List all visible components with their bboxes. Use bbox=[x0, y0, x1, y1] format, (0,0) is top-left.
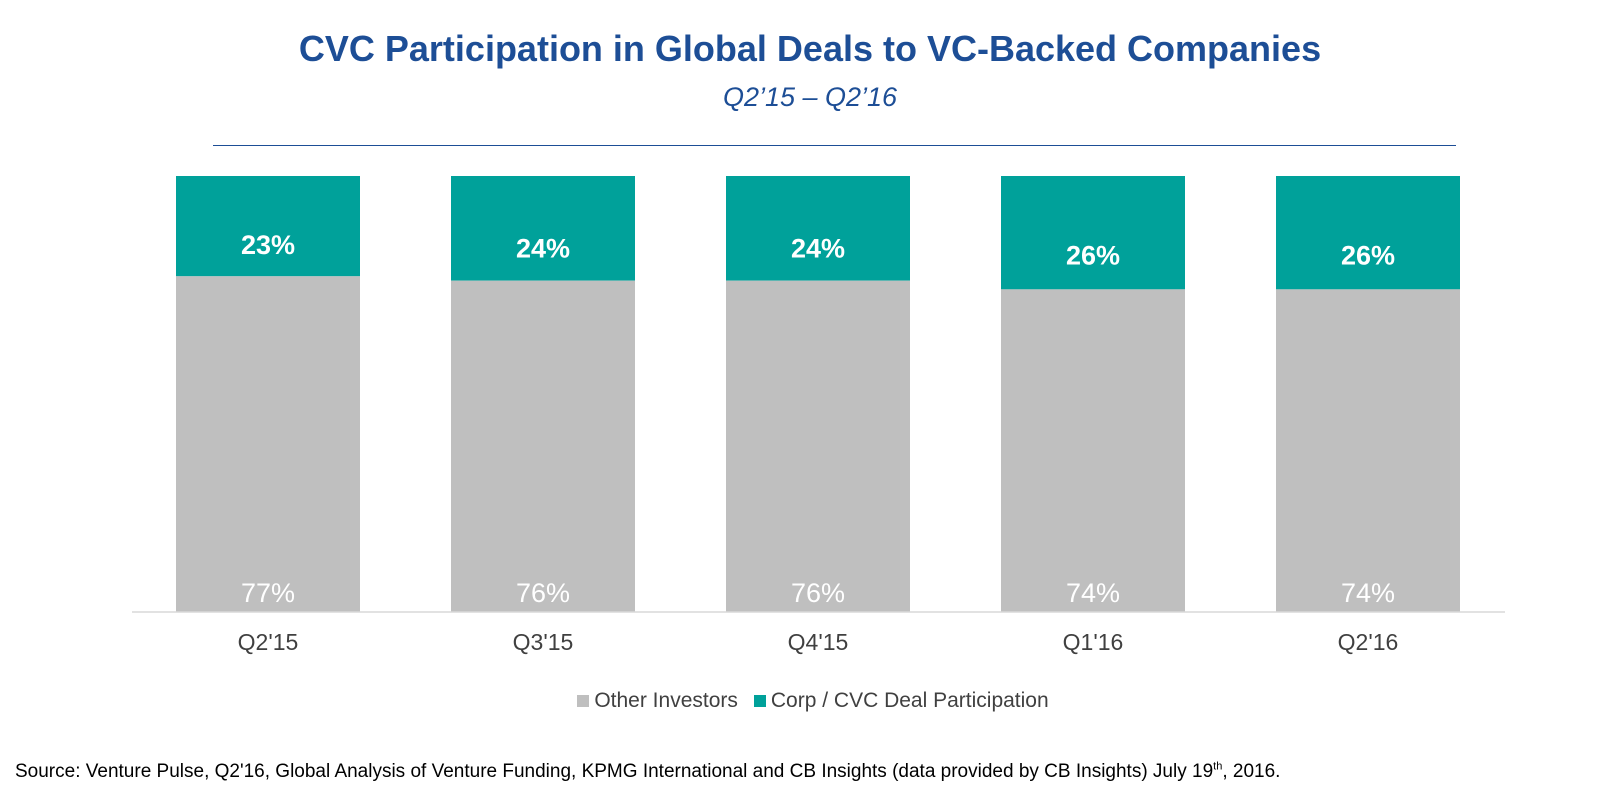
data-label-other-3: 76% bbox=[791, 578, 845, 608]
x-tick-label-1: Q2'15 bbox=[238, 629, 299, 655]
data-label-cvc-4: 26% bbox=[1066, 240, 1120, 270]
data-label-other-1: 77% bbox=[241, 578, 295, 608]
data-label-cvc-5: 26% bbox=[1341, 240, 1395, 270]
bar-cvc-5 bbox=[1276, 176, 1460, 290]
bars-group bbox=[176, 176, 1460, 612]
legend-swatch-other bbox=[577, 695, 590, 707]
data-label-cvc-1: 23% bbox=[241, 230, 295, 260]
source-note: Source: Venture Pulse, Q2'16, Global Ana… bbox=[15, 761, 1280, 783]
data-label-other-5: 74% bbox=[1341, 578, 1395, 608]
legend-label-cvc: Corp / CVC Deal Participation bbox=[770, 689, 1049, 712]
title-divider bbox=[213, 145, 1456, 146]
chart-legend: Other Investors Corp / CVC Deal Particip… bbox=[0, 689, 1600, 713]
chart-subtitle: Q2’15 – Q2’16 bbox=[722, 82, 898, 112]
bar-other-2 bbox=[451, 280, 635, 612]
data-label-other-2: 76% bbox=[516, 578, 570, 608]
bar-cvc-1 bbox=[176, 176, 360, 277]
bar-other-3 bbox=[726, 280, 910, 612]
bar-cvc-4 bbox=[1001, 176, 1185, 290]
source-text-end: , 2016. bbox=[1222, 761, 1281, 782]
source-superscript: th bbox=[1213, 760, 1223, 773]
bar-cvc-2 bbox=[451, 176, 635, 281]
x-tick-label-3: Q4'15 bbox=[788, 629, 849, 655]
data-label-cvc-2: 24% bbox=[516, 234, 570, 264]
data-label-other-4: 74% bbox=[1066, 578, 1120, 608]
bar-other-5 bbox=[1276, 289, 1460, 612]
chart-title: CVC Participation in Global Deals to VC-… bbox=[298, 28, 1322, 69]
bar-other-4 bbox=[1001, 289, 1185, 612]
source-text: Source: Venture Pulse, Q2'16, Global Ana… bbox=[15, 761, 1214, 782]
legend-label-other: Other Investors bbox=[594, 689, 738, 712]
legend-item-cvc: Corp / CVC Deal Participation bbox=[753, 689, 1049, 713]
labels-group: 23% 77% Q2'15 24% 76% Q3'15 24% 76% Q4'15 26% 74% Q… bbox=[238, 230, 1399, 655]
bar-cvc-3 bbox=[726, 176, 910, 281]
x-tick-label-5: Q2'16 bbox=[1338, 629, 1399, 655]
bar-other-1 bbox=[176, 276, 360, 612]
x-tick-label-4: Q1'16 bbox=[1063, 629, 1124, 655]
x-tick-label-2: Q3'15 bbox=[513, 629, 574, 655]
legend-item-other: Other Investors bbox=[577, 689, 738, 713]
legend-swatch-cvc bbox=[753, 695, 766, 707]
data-label-cvc-3: 24% bbox=[791, 234, 845, 264]
